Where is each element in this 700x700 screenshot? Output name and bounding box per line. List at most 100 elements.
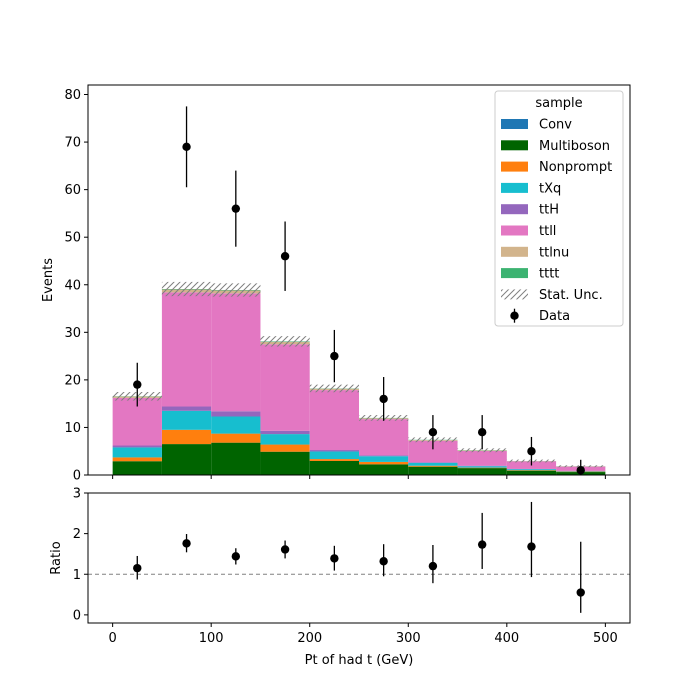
bar-multiboson-bin-4 <box>309 460 359 475</box>
bar-txq-bin-2 <box>211 416 261 434</box>
legend-label-ttll: ttll <box>539 224 556 239</box>
bar-multiboson-bin-5 <box>359 464 409 475</box>
bar-tth-bin-6 <box>408 462 458 463</box>
ratio-axes-frame <box>87 492 631 624</box>
ratio-point-8 <box>527 542 536 551</box>
bar-tth-bin-0 <box>112 445 162 448</box>
stat-unc-band-bin-1 <box>161 281 212 297</box>
ratio-ytick-label-3: 3 <box>73 487 81 502</box>
data-point-9 <box>576 466 585 475</box>
bar-nonprompt-bin-0 <box>112 457 162 462</box>
legend-label-tttt: tttt <box>539 267 559 282</box>
data-point-2 <box>231 204 241 213</box>
bar-nonprompt-bin-1 <box>161 429 212 445</box>
bar-ttll-bin-7 <box>457 450 507 466</box>
bar-ttll-bin-3 <box>260 344 310 431</box>
ratio-point-4 <box>330 554 339 563</box>
data-point-0 <box>133 380 142 389</box>
stat-unc-band-bin-4 <box>309 384 359 393</box>
bar-tth-bin-3 <box>260 430 310 435</box>
stat-unc-band-bin-7 <box>457 448 507 453</box>
ratio-xtick-label-3: 300 <box>396 631 421 646</box>
data-point-8 <box>527 447 536 456</box>
bar-txq-bin-3 <box>260 434 310 445</box>
bar-ttll-bin-4 <box>309 390 359 451</box>
legend-swatch-ttlnu <box>501 246 528 257</box>
bar-multiboson-bin-8 <box>506 470 557 475</box>
ratio-xtick-label-1: 100 <box>199 631 224 646</box>
data-point-5 <box>379 394 388 404</box>
ratio-ytick-label-2: 2 <box>73 527 81 542</box>
main-ytick-label-5: 50 <box>64 231 81 246</box>
legend-data-marker <box>510 311 519 320</box>
main-y-axis-label: Events <box>41 258 56 302</box>
data-point-4 <box>330 351 339 361</box>
bar-txq-bin-8 <box>506 469 557 471</box>
ratio-xtick-label-5: 500 <box>593 631 618 646</box>
bar-ttll-bin-6 <box>408 440 458 463</box>
legend-label-conv: Conv <box>539 118 572 133</box>
ratio-point-7 <box>477 540 487 549</box>
main-ytick-label-1: 10 <box>64 421 81 436</box>
bar-txq-bin-4 <box>309 451 359 460</box>
ratio-point-9 <box>576 588 585 597</box>
main-ytick-label-4: 40 <box>64 278 81 293</box>
legend-swatch-stat-unc <box>501 289 528 300</box>
main-ytick-label-7: 70 <box>64 136 81 151</box>
data-point-6 <box>428 427 438 437</box>
data-point-3 <box>280 252 290 261</box>
ratio-point-2 <box>231 552 241 561</box>
legend: sample Conv Multiboson Nonprompt tXq ttH ttll t… <box>494 90 624 327</box>
bar-nonprompt-bin-6 <box>408 465 458 467</box>
bar-multiboson-bin-7 <box>457 468 507 475</box>
bar-ttll-bin-2 <box>211 293 261 412</box>
bar-tth-bin-4 <box>309 450 359 452</box>
ratio-y-axis-label: Ratio <box>49 541 64 574</box>
bar-txq-bin-6 <box>408 462 458 466</box>
bar-tth-bin-1 <box>161 406 212 411</box>
legend-swatch-tth <box>501 204 528 215</box>
stat-unc-band-bin-2 <box>211 283 261 297</box>
data-point-7 <box>477 427 487 437</box>
ratio-xtick-label-4: 400 <box>494 631 519 646</box>
bar-multiboson-bin-6 <box>408 466 458 475</box>
legend-label-multiboson: Multiboson <box>539 139 610 154</box>
bar-tth-bin-2 <box>211 411 261 417</box>
legend-title: sample <box>535 96 582 111</box>
bar-nonprompt-bin-3 <box>260 444 310 452</box>
main-axes-frame <box>87 84 631 476</box>
ratio-xtick-label-0: 0 <box>108 631 116 646</box>
legend-swatch-nonprompt <box>501 161 528 172</box>
main-histogram-panel: 0 10 20 30 40 50 60 70 80 Events <box>41 84 631 484</box>
ratio-ytick-label-0: 0 <box>73 608 81 623</box>
legend-label-nonprompt: Nonprompt <box>539 160 612 175</box>
data-point-1 <box>182 142 191 152</box>
ratio-point-0 <box>133 563 142 573</box>
bar-multiboson-bin-3 <box>260 451 310 475</box>
legend-swatch-ttll <box>501 225 528 236</box>
bar-nonprompt-bin-2 <box>211 433 261 443</box>
bar-txq-bin-0 <box>112 447 162 458</box>
bar-nonprompt-bin-5 <box>359 461 409 465</box>
ratio-point-6 <box>428 561 438 571</box>
ratio-point-5 <box>379 557 388 566</box>
legend-swatch-txq <box>501 182 528 193</box>
ratio-panel: 0 1 2 3 0 100 200 300 400 500 Ratio Pt of had t (Ge… <box>49 487 631 668</box>
bar-tth-bin-5 <box>359 455 409 457</box>
main-ytick-label-0: 0 <box>73 469 81 484</box>
main-ytick-label-3: 30 <box>64 326 81 341</box>
bar-txq-bin-1 <box>161 410 212 430</box>
bar-multiboson-bin-1 <box>161 444 212 475</box>
bar-multiboson-bin-0 <box>112 461 162 475</box>
main-ytick-label-6: 60 <box>64 183 81 198</box>
legend-label-tth: ttH <box>539 203 559 218</box>
ratio-point-3 <box>280 545 290 554</box>
bar-ttll-bin-1 <box>161 292 212 407</box>
bar-ttll-bin-5 <box>359 419 409 456</box>
ratio-point-1 <box>182 539 191 548</box>
main-ytick-label-8: 80 <box>64 88 81 103</box>
legend-label-ttlnu: ttlnu <box>539 245 569 260</box>
bar-txq-bin-7 <box>457 466 507 468</box>
legend-swatch-conv <box>501 119 528 129</box>
